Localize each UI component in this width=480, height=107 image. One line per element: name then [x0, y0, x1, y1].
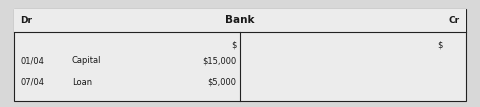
Text: $: $ — [231, 40, 236, 49]
Text: Cr: Cr — [449, 16, 460, 25]
Bar — [14, 9, 466, 32]
Text: 07/04: 07/04 — [20, 78, 44, 87]
Text: Capital: Capital — [72, 56, 101, 65]
Text: Loan: Loan — [72, 78, 92, 87]
Text: $5,000: $5,000 — [207, 78, 236, 87]
Text: $: $ — [437, 40, 442, 49]
Text: $15,000: $15,000 — [202, 56, 236, 65]
Text: Bank: Bank — [225, 15, 255, 25]
Text: Dr: Dr — [20, 16, 32, 25]
FancyBboxPatch shape — [14, 9, 466, 101]
Text: 01/04: 01/04 — [20, 56, 44, 65]
